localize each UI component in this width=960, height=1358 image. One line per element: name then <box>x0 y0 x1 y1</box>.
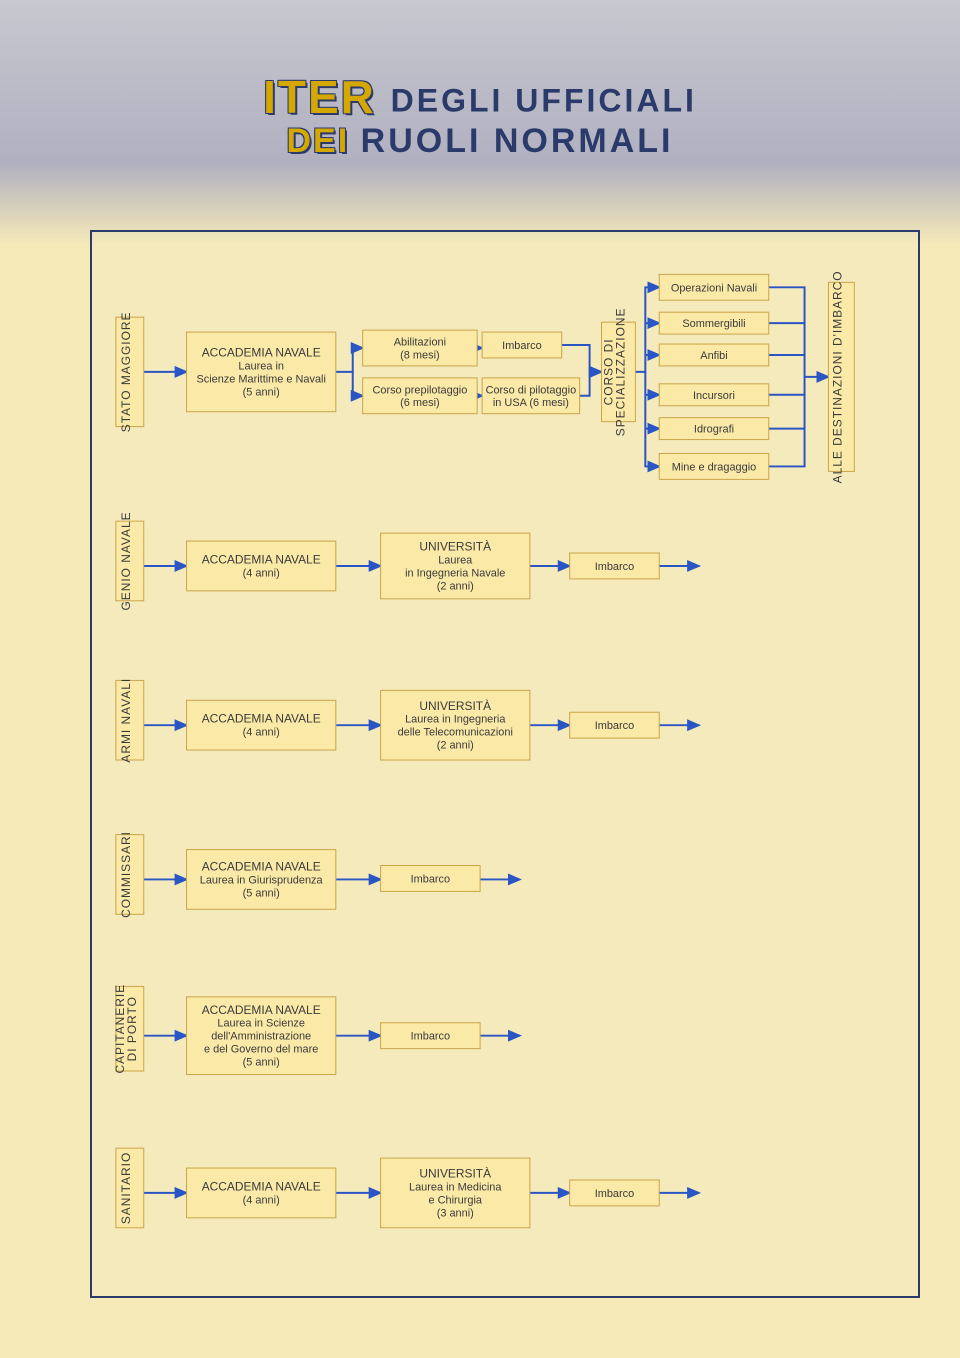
box-text: Laurea <box>438 554 473 566</box>
title-word-2: DEI <box>287 122 350 160</box>
box-text: Abilitazioni <box>394 337 446 349</box>
box-text: ACCADEMIA NAVALE <box>202 712 321 726</box>
box-text: Imbarco <box>595 1188 635 1200</box>
category-label: GENIO NAVALE <box>119 511 133 610</box>
box-text: ACCADEMIA NAVALE <box>202 345 321 359</box>
box-text: ACCADEMIA NAVALE <box>202 859 321 873</box>
title-rest-1: DEGLI UFFICIALI <box>391 82 697 118</box>
box-text: UNIVERSITÀ <box>419 539 491 554</box>
box-text: e Chirurgia <box>428 1194 482 1206</box>
box-text: UNIVERSITÀ <box>419 1165 491 1180</box>
box-text: Imbarco <box>502 340 542 352</box>
category-label: STATO MAGGIORE <box>119 312 133 433</box>
box-text: Laurea in Ingegneria <box>405 714 506 726</box>
box-text: ACCADEMIA NAVALE <box>202 1003 321 1017</box>
title-word-1: ITER <box>263 71 376 123</box>
vbox-label: ALLE DESTINAZIONI D'IMBARCO <box>830 270 844 483</box>
box-text: Corso prepilotaggio <box>372 384 467 396</box>
box-text: Anfibi <box>700 350 727 362</box>
category-label: ARMI NAVALI <box>119 678 133 763</box>
box-text: (6 mesi) <box>400 397 440 409</box>
flowchart-svg: STATO MAGGIORECORSO DISPECIALIZZAZIONEAL… <box>92 232 918 1296</box>
box-text: dell'Amministrazione <box>211 1031 311 1043</box>
box-text: (4 anni) <box>243 727 280 739</box>
box-text: (3 anni) <box>437 1207 474 1219</box>
box-text: (2 anni) <box>437 740 474 752</box>
box-text: Operazioni Navali <box>671 282 757 294</box>
box-text: (2 anni) <box>437 580 474 592</box>
box-text: Mine e dragaggio <box>672 461 757 473</box>
box-text: Laurea in <box>238 360 284 372</box>
box-text: Imbarco <box>595 720 635 732</box>
category-label: SANITARIO <box>119 1152 133 1224</box>
box-text: Laurea in Giurisprudenza <box>200 874 324 886</box>
page: ITER DEGLI UFFICIALI DEI RUOLI NORMALI S… <box>0 0 960 1358</box>
box-text: Idrografi <box>694 424 734 436</box>
box-text: Laurea in Scienze <box>217 1018 305 1030</box>
category-label: COMMISSARI <box>119 831 133 918</box>
vbox-label: SPECIALIZZAZIONE <box>613 308 627 437</box>
title-rest-2: RUOLI NORMALI <box>361 122 674 160</box>
box-text: ACCADEMIA NAVALE <box>202 1179 321 1193</box>
box-text: (5 anni) <box>243 887 280 899</box>
box-text: (5 anni) <box>243 386 280 398</box>
box-text: Imbarco <box>411 873 451 885</box>
box-text: Laurea in Medicina <box>409 1181 502 1193</box>
box-text: Imbarco <box>411 1031 451 1043</box>
box-text: (5 anni) <box>243 1057 280 1069</box>
box-text: in USA (6 mesi) <box>493 397 569 409</box>
box-text: Corso di pilotaggio <box>486 384 577 396</box>
box-text: Incursori <box>693 390 735 402</box>
box-text: (8 mesi) <box>400 349 440 361</box>
category-label: DI PORTO <box>125 996 139 1061</box>
box-text: Sommergibili <box>682 318 745 330</box>
box-text: delle Telecomunicazioni <box>398 727 513 739</box>
chart-frame: STATO MAGGIORECORSO DISPECIALIZZAZIONEAL… <box>90 230 920 1298</box>
box-text: Scienze Marittime e Navali <box>196 373 325 385</box>
box-text: Imbarco <box>595 561 635 573</box>
box-text: (4 anni) <box>243 567 280 579</box>
box-text: e del Governo del mare <box>204 1044 318 1056</box>
box-text: (4 anni) <box>243 1194 280 1206</box>
page-title: ITER DEGLI UFFICIALI DEI RUOLI NORMALI <box>0 70 960 161</box>
box-text: ACCADEMIA NAVALE <box>202 552 321 566</box>
box-text: in Ingegneria Navale <box>405 567 505 579</box>
box-text: UNIVERSITÀ <box>419 698 491 713</box>
